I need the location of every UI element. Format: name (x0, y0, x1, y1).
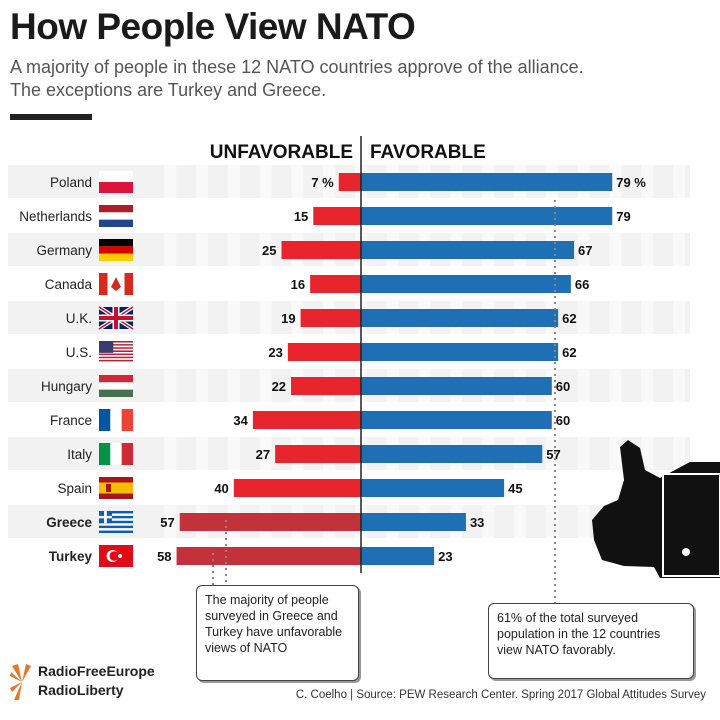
value-label-unfavorable: 19 (281, 311, 295, 326)
value-label-unfavorable: 25 (262, 243, 276, 258)
country-label: Hungary (41, 379, 92, 394)
bar-unfavorable (233, 479, 361, 497)
bar-favorable (361, 275, 571, 293)
bar-unfavorable (287, 343, 361, 361)
annotation-average-favorable: 61% of the total surveyed population in … (488, 603, 694, 679)
flag-spain-icon (99, 477, 133, 499)
value-label-unfavorable: 7 % (311, 175, 334, 190)
bar-unfavorable (281, 241, 361, 259)
value-label-favorable: 23 (438, 549, 452, 564)
country-label: Canada (45, 277, 93, 292)
bar-favorable (361, 207, 613, 225)
value-label-favorable: 45 (508, 481, 522, 496)
value-label-favorable: 79 (616, 209, 630, 224)
country-label: Turkey (49, 549, 93, 564)
bar-unfavorable (313, 207, 361, 225)
grid-column (673, 134, 685, 573)
grid-column (164, 134, 177, 573)
flag-uk-icon (97, 305, 135, 331)
annotation-greece-turkey: The majority of people surveyed in Greec… (196, 585, 359, 681)
chart-title: How People View NATO (10, 6, 416, 47)
subtitle-line-2: The exceptions are Turkey and Greece. (10, 80, 327, 100)
rferl-logo: RadioFreeEurope RadioLiberty (10, 660, 180, 710)
country-label: Poland (50, 175, 92, 190)
bar-favorable (361, 479, 505, 497)
legend-unfavorable: UNFAVORABLE (210, 142, 353, 163)
grid-column (196, 134, 208, 573)
value-label-unfavorable: 15 (294, 209, 308, 224)
flag-poland-icon (99, 171, 133, 193)
bar-favorable (361, 377, 552, 395)
bar-favorable (361, 173, 613, 191)
value-label-favorable: 67 (578, 243, 592, 258)
value-label-favorable: 62 (562, 311, 576, 326)
flag-germany-icon (99, 239, 133, 261)
bar-unfavorable (310, 275, 361, 293)
value-label-favorable: 60 (556, 413, 570, 428)
value-label-unfavorable: 23 (268, 345, 282, 360)
bar-unfavorable (176, 547, 361, 565)
value-label-unfavorable: 40 (214, 481, 228, 496)
flag-turkey-icon (99, 545, 133, 567)
logo-line-2: RadioLiberty (38, 682, 124, 698)
grid-column (577, 134, 590, 573)
bar-favorable (361, 241, 575, 259)
country-label: Italy (67, 447, 92, 462)
value-label-unfavorable: 22 (272, 379, 286, 394)
flag-italy-icon (99, 443, 133, 465)
flag-hungary-icon (99, 375, 133, 397)
flag-greece-icon (99, 511, 133, 533)
bar-favorable (361, 445, 543, 463)
title-underline (10, 114, 92, 120)
flag-france-icon (99, 409, 133, 431)
flag-netherlands-icon (99, 205, 133, 227)
value-label-favorable: 57 (546, 447, 560, 462)
value-label-favorable: 33 (470, 515, 484, 530)
grid-column (259, 134, 272, 573)
country-label: Greece (46, 515, 92, 530)
header-band (140, 134, 690, 162)
bar-unfavorable (291, 377, 361, 395)
bar-favorable (361, 411, 552, 429)
value-label-unfavorable: 57 (160, 515, 174, 530)
grid-column (641, 134, 654, 573)
bar-favorable (361, 513, 466, 531)
bar-unfavorable (275, 445, 361, 463)
value-label-favorable: 60 (556, 379, 570, 394)
subtitle-line-1: A majority of people in these 12 NATO co… (10, 57, 584, 77)
bar-unfavorable (179, 513, 361, 531)
bar-favorable (361, 309, 559, 327)
bar-favorable (361, 343, 559, 361)
value-label-unfavorable: 27 (256, 447, 270, 462)
source-note: C. Coelho | Source: PEW Research Center.… (295, 689, 706, 701)
bar-unfavorable (252, 411, 361, 429)
value-label-favorable: 62 (562, 345, 576, 360)
country-label: Germany (36, 243, 92, 258)
grid-column (227, 134, 240, 573)
flag-us-icon (99, 341, 133, 363)
country-label: U.S. (66, 345, 92, 360)
legend-favorable: FAVORABLE (370, 142, 486, 163)
country-label: Spain (57, 481, 92, 496)
bar-unfavorable (300, 309, 361, 327)
flag-canada-icon (99, 273, 133, 295)
grid-column (609, 134, 622, 573)
country-label: France (50, 413, 92, 428)
value-label-unfavorable: 34 (233, 413, 248, 428)
bar-favorable (361, 547, 435, 565)
logo-rays-icon (10, 664, 31, 700)
logo-line-1: RadioFreeEurope (38, 663, 155, 679)
bar-unfavorable (338, 173, 361, 191)
thumbs-up-icon (592, 440, 720, 578)
value-label-favorable: 79 % (616, 175, 646, 190)
value-label-favorable: 66 (575, 277, 589, 292)
country-label: Netherlands (19, 209, 92, 224)
country-label: U.K. (66, 311, 92, 326)
value-label-unfavorable: 16 (291, 277, 305, 292)
value-label-unfavorable: 58 (157, 549, 171, 564)
